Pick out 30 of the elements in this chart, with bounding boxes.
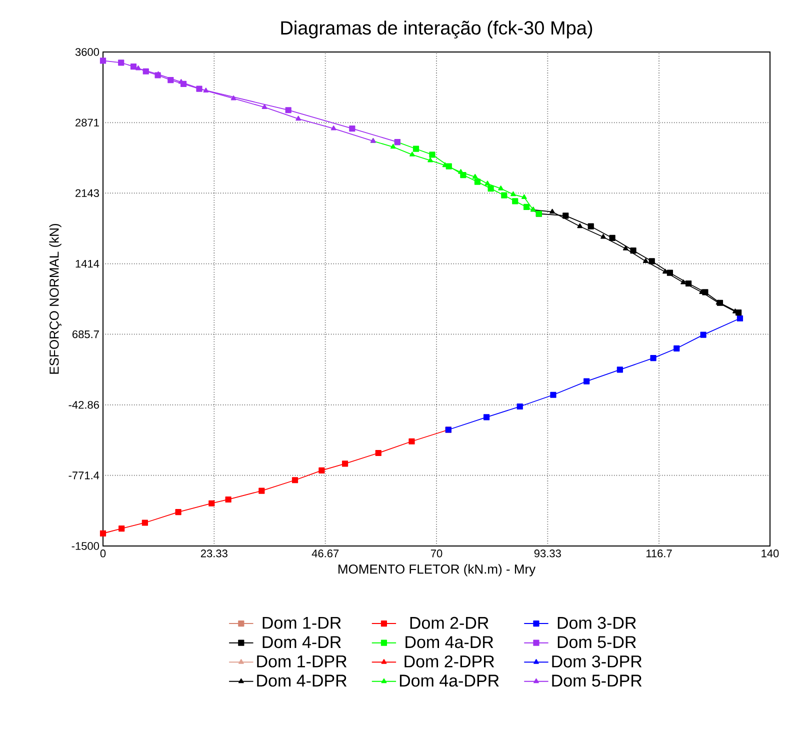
chart-title: Diagramas de interação (fck-30 Mpa) xyxy=(281,20,592,38)
legend-label: Dom 1-DPR xyxy=(257,656,347,668)
legend-label: Dom 4-DPR xyxy=(257,674,347,687)
y-tick-label: 2143 xyxy=(76,189,99,198)
legend-label: Dom 4a-DR xyxy=(406,636,494,648)
legend-label: Dom 5-DPR xyxy=(552,674,642,687)
x-tick-label: 116.7 xyxy=(646,550,672,558)
y-tick-label: 2871 xyxy=(76,118,99,127)
legend-label: Dom 5-DR xyxy=(558,636,636,648)
y-axis-title: ESFORÇO NORMAL (kN) xyxy=(49,224,62,374)
legend-label: Dom 1-DR xyxy=(262,616,341,629)
y-tick-label: 3600 xyxy=(75,48,100,56)
x-tick-label: 46.67 xyxy=(312,550,339,558)
legend-label: Dom 2-DR xyxy=(410,616,488,629)
x-tick-label: 70 xyxy=(430,550,442,558)
x-tick-label: 23.33 xyxy=(200,550,228,558)
x-tick-label: 93.33 xyxy=(534,550,561,558)
legend-label: Dom 4a-DPR xyxy=(400,674,499,687)
x-tick-label: 0 xyxy=(100,550,106,558)
x-axis-title: MOMENTO FLETOR (kN.m) - Mry xyxy=(338,564,536,576)
legend-label: Dom 3-DR xyxy=(558,616,636,629)
y-tick-label: 1414 xyxy=(76,260,100,268)
legend-label: Dom 3-DPR xyxy=(552,655,642,668)
y-tick-label: -1500 xyxy=(72,542,100,550)
y-tick-label: 685.7 xyxy=(72,330,99,338)
x-tick-label: 140 xyxy=(762,550,779,558)
y-tick-label: -42.86 xyxy=(68,400,99,409)
legend-label: Dom 2-DPR xyxy=(404,655,494,668)
legend-label: Dom 4-DR xyxy=(262,636,341,648)
y-tick-label: -771.4 xyxy=(68,472,100,480)
